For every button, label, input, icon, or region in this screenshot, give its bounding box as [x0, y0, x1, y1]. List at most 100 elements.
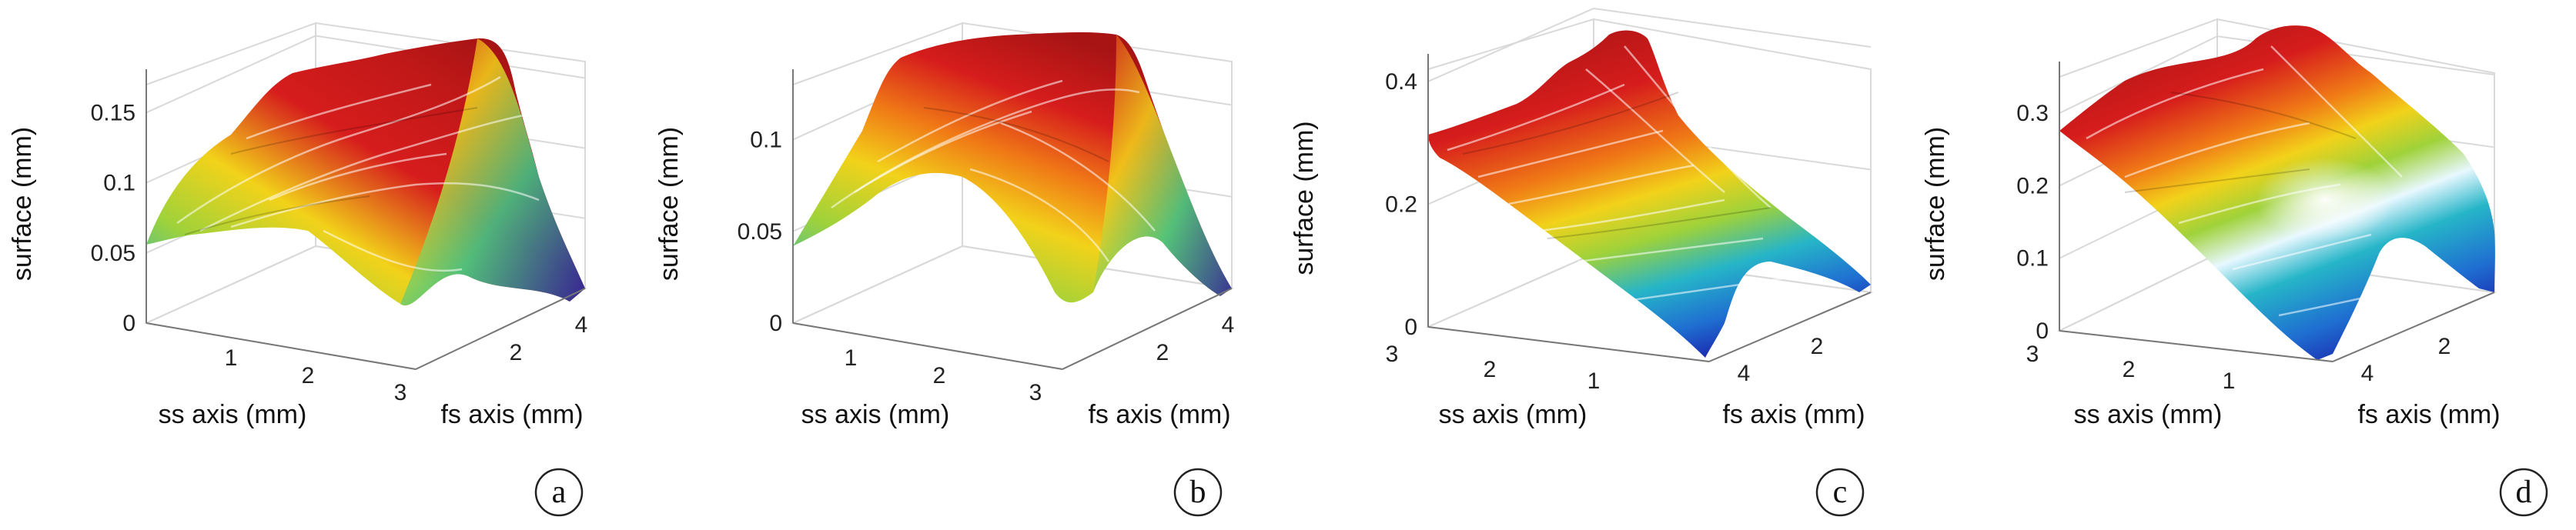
x-tick-label: 1: [1587, 368, 1601, 394]
panel-label-circle: [1173, 468, 1223, 517]
z-gridline: [146, 35, 316, 114]
x-tick-label: 2: [1484, 357, 1497, 382]
y-tick-label: 2: [1811, 334, 1824, 359]
surface-ridge: [2270, 45, 2403, 178]
z-tick-label: 0.4: [1385, 69, 1417, 95]
z-tick-label: 0.05: [91, 241, 135, 266]
panel-label: a: [552, 475, 567, 510]
surface-ridge: [1585, 68, 1725, 193]
x-tick-label: 2: [933, 363, 946, 388]
y-axis-label: fs axis (mm): [1722, 400, 1865, 429]
y-tick-label: 4: [2361, 361, 2374, 386]
x-axis-label: ss axis (mm): [2074, 400, 2223, 429]
surface-ridge: [2232, 233, 2372, 271]
surface-ridge: [246, 83, 432, 140]
surface-ridge: [176, 75, 501, 225]
x-axis-label: ss axis (mm): [159, 400, 307, 429]
z-tick-label: 0.1: [2016, 246, 2049, 272]
surface-ridge: [1631, 275, 1795, 302]
surface-ridge: [969, 168, 1110, 262]
y-tick-label: 2: [2438, 334, 2451, 359]
z-axis-label: surface (mm): [8, 127, 37, 281]
z-gridline: [792, 245, 963, 324]
panels-root: 0 0.05 0.1 0.15 1 2 3 2 4 ss axis (mm) fs axis (mm…: [8, 7, 2548, 517]
y-tick-label: 4: [1222, 312, 1235, 338]
surface-crease: [2124, 168, 2310, 193]
surface-ridge: [2086, 68, 2264, 140]
surface-side-a: [400, 38, 585, 306]
z-tick-label: 0.15: [91, 100, 135, 125]
surface-ridges-d: [2086, 45, 2403, 317]
panel-c: 0 0.2 0.4 3 2 1 4 2 ss axis (mm) fs axis (mm) surf…: [1290, 7, 1874, 517]
x-tick-label: 3: [394, 380, 407, 405]
z-gridline: [2059, 35, 2218, 115]
y-axis-line: [1062, 288, 1233, 370]
surface-crease: [1462, 92, 1679, 155]
panel-a: 0 0.05 0.1 0.15 1 2 3 2 4 ss axis (mm) fs axis (mm…: [8, 22, 588, 517]
panel-label-circle: [1815, 468, 1865, 517]
surface-ridge: [2278, 291, 2387, 317]
surface-ridge: [1577, 237, 1764, 263]
surface-crease: [1547, 207, 1771, 239]
surface-ridges-b: [831, 79, 1156, 262]
surface-crease: [2170, 92, 2357, 139]
y-tick-label: 4: [575, 312, 588, 338]
surface-ridge: [1539, 198, 1725, 232]
surface-ridge: [2124, 122, 2310, 178]
panel-label: c: [1833, 475, 1848, 510]
surface-ridges-a: [176, 75, 540, 272]
z-gridline: [1427, 253, 1594, 328]
x-tick-label: 1: [225, 345, 238, 371]
x-axis-label: ss axis (mm): [801, 400, 950, 429]
y-tick-label: 4: [1738, 361, 1751, 386]
surface-ridge: [854, 110, 1032, 194]
surface-ridge: [323, 229, 463, 272]
surface-ridge: [1508, 164, 1694, 205]
z-gridline-back: [1593, 7, 1872, 48]
y-axis-label: fs axis (mm): [2357, 400, 2500, 429]
y-axis-line: [1708, 292, 1872, 362]
y-axis-line: [415, 288, 586, 370]
surface-ridge: [2178, 183, 2341, 225]
x-axis-line: [1427, 326, 1710, 362]
y-axis-label: fs axis (mm): [440, 400, 583, 429]
surface-ridge: [269, 152, 447, 202]
x-tick-label: 3: [1029, 380, 1042, 405]
surface-ridge: [199, 114, 524, 232]
surface-ridge: [1624, 45, 1771, 208]
surface-ridge: [877, 79, 1063, 163]
x-axis-line: [792, 322, 1063, 370]
z-axis-label: surface (mm): [654, 127, 684, 281]
surface-crease: [923, 107, 1109, 162]
x-axis-line: [146, 322, 417, 370]
y-axis-line: [2332, 292, 2495, 362]
surface-ridges-c: [1447, 45, 1795, 302]
z-tick-label: 0: [122, 311, 135, 336]
panel-b: 0 0.05 0.1 1 2 3 2 4 ss axis (mm) fs axis (mm) sur…: [654, 22, 1235, 517]
panel-label: b: [1190, 475, 1206, 510]
x-axis-label: ss axis (mm): [1439, 400, 1587, 429]
x-tick-label: 1: [2223, 368, 2236, 394]
surface-highlight: [2256, 158, 2394, 242]
surface-c: [1428, 30, 1871, 358]
y-tick-label: 2: [510, 340, 523, 365]
y-axis-label: fs axis (mm): [1088, 400, 1230, 429]
surface-crease: [184, 195, 370, 235]
z-tick-label: 0.2: [1385, 192, 1417, 217]
z-axis-label: surface (mm): [1921, 127, 1950, 281]
panel-d: 0 0.1 0.2 0.3 3 2 1 4 2 ss axis (mm) fs axis (mm) s…: [1921, 18, 2548, 517]
z-tick-label: 0: [2036, 318, 2049, 344]
x-tick-label: 1: [845, 345, 858, 371]
surface-ridge: [1477, 129, 1664, 178]
z-gridline: [1427, 8, 1594, 82]
z-tick-label: 0.05: [738, 219, 782, 245]
surface-ridge: [230, 182, 540, 228]
z-tick-label: 0.3: [2016, 101, 2049, 126]
panel-label-circle: [2499, 468, 2548, 517]
x-tick-label: 3: [2026, 342, 2039, 367]
z-tick-label: 0.2: [2016, 173, 2049, 198]
z-tick-label: 0: [769, 311, 782, 336]
surface-ridge: [1000, 122, 1156, 232]
